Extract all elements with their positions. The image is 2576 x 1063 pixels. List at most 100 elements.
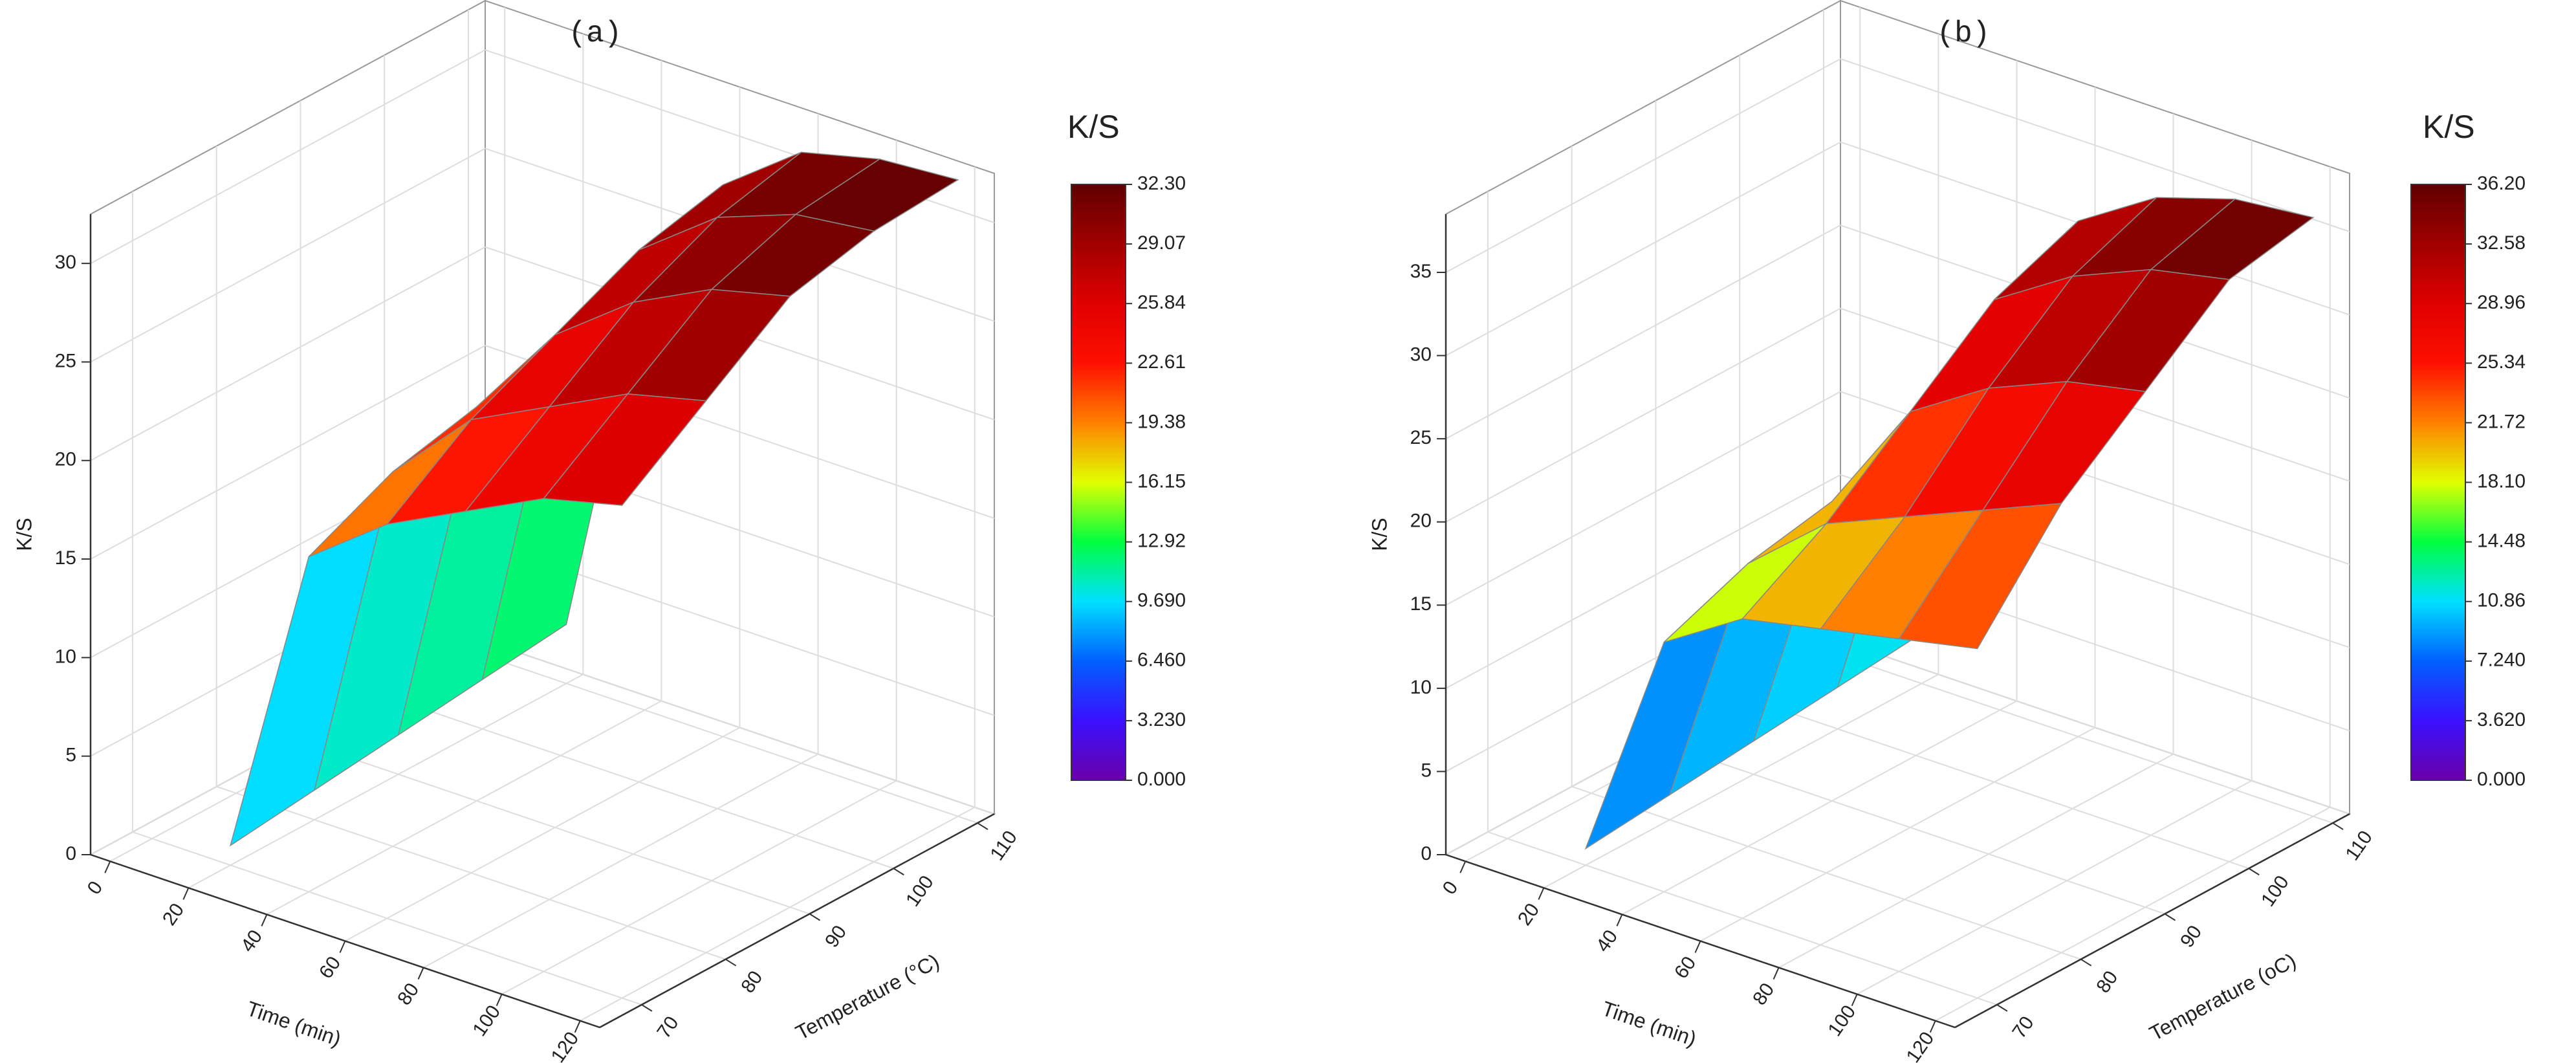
- grid-line: [90, 148, 486, 363]
- colorbar-tick-label: 12.92: [1137, 531, 1186, 552]
- y-tick-label: 90: [821, 921, 851, 951]
- colorbar-tick-label: 10.86: [2477, 590, 2526, 611]
- x-tick: [1694, 941, 1701, 953]
- grid-line: [1621, 700, 2017, 915]
- z-tick-label: 0: [65, 843, 76, 864]
- y-tick-label: 80: [2092, 967, 2122, 997]
- grid-line: [485, 641, 995, 815]
- grid-line: [1445, 307, 1841, 523]
- x-tick-label: 60: [315, 952, 345, 982]
- x-tick: [1616, 914, 1623, 926]
- colorbar-tick-label: 14.48: [2477, 531, 2526, 552]
- axis-line: [1954, 813, 2350, 1029]
- colorbar-tick-label: 0.000: [2477, 769, 2526, 790]
- z-tick-label: 25: [1410, 427, 1432, 448]
- colorbar-title: K/S: [2423, 109, 2475, 145]
- colorbar-tick-label: 3.230: [1137, 709, 1186, 730]
- grid-line: [345, 727, 740, 942]
- z-tick-label: 0: [1421, 843, 1432, 864]
- grid-line: [1840, 58, 2350, 232]
- y-tick-label: 90: [2176, 921, 2206, 951]
- x-tick: [261, 914, 268, 926]
- x-tick-label: 80: [1749, 980, 1778, 1009]
- x-tick: [1459, 860, 1467, 873]
- grid-line: [580, 806, 976, 1022]
- x-tick: [1929, 1020, 1936, 1033]
- x-tick-label: 60: [1670, 952, 1700, 982]
- y-tick: [893, 868, 904, 876]
- colorbar-tick-label: 7.240: [2477, 650, 2526, 671]
- y-tick: [2332, 822, 2344, 830]
- x-tick-label: 20: [158, 899, 188, 929]
- z-tick-label: 10: [1410, 677, 1432, 698]
- y-tick-label: 70: [2009, 1013, 2038, 1042]
- grid-line: [501, 780, 897, 995]
- colorbar-tick-label: 29.07: [1137, 232, 1186, 254]
- y-tick: [1996, 1004, 2008, 1012]
- x-tick: [496, 994, 503, 1007]
- grid-line: [1571, 785, 2082, 960]
- colorbar-tick-label: 3.620: [2477, 709, 2526, 730]
- z-tick-label: 25: [55, 350, 76, 371]
- y-tick-label: 110: [2342, 827, 2377, 864]
- grid-line: [468, 650, 978, 824]
- colorbar-tick-label: 0.000: [1137, 769, 1186, 790]
- y-tick-label: 100: [902, 871, 938, 910]
- x-tick-label: 100: [1824, 1002, 1860, 1040]
- z-tick-label: 5: [65, 745, 76, 766]
- surface: [1584, 197, 2315, 850]
- y-tick: [641, 1004, 653, 1012]
- grid-line: [1487, 831, 1998, 1005]
- z-tick-label: 35: [1410, 261, 1432, 282]
- grid-line: [1778, 753, 2174, 969]
- colorbar-tick-label: 9.690: [1137, 590, 1186, 611]
- colorbar-tick-label: 6.460: [1137, 650, 1186, 671]
- grid-line: [384, 695, 894, 870]
- colorbar: [1071, 184, 1126, 781]
- colorbar-tick-label: 36.20: [2477, 173, 2526, 194]
- colorbar-tick-label: 32.58: [2477, 232, 2526, 254]
- colorbar: [2410, 184, 2466, 781]
- grid-line: [216, 785, 726, 960]
- x-tick-label: 0: [1439, 877, 1463, 899]
- colorbar-tick-label: 25.34: [2477, 351, 2526, 373]
- chart-title: (a): [569, 17, 622, 50]
- chart-title: (b): [1937, 17, 1991, 50]
- colorbar-tick-label: 32.30: [1137, 173, 1186, 194]
- colorbar-title: K/S: [1067, 109, 1120, 145]
- z-tick-label: 30: [55, 252, 76, 273]
- grid-line: [266, 700, 662, 915]
- x-tick: [1773, 967, 1780, 980]
- colorbar-tick-label: 21.72: [2477, 411, 2526, 432]
- y-tick-label: 70: [653, 1013, 683, 1042]
- x-tick: [574, 1020, 581, 1033]
- z-tick-label: 5: [1421, 760, 1432, 781]
- colorbar-tick-label: 18.10: [2477, 470, 2526, 492]
- y-tick: [977, 822, 988, 830]
- x-tick-label: 120: [1903, 1028, 1939, 1063]
- x-tick: [104, 860, 111, 873]
- y-tick: [2248, 868, 2260, 876]
- grid-line: [300, 740, 810, 915]
- axis-line: [1445, 853, 1956, 1029]
- grid-line: [1655, 740, 2165, 915]
- x-tick: [182, 887, 190, 900]
- grid-line: [1445, 391, 1841, 606]
- x-axis-label: Time (min): [244, 996, 344, 1050]
- z-tick-label: 15: [1410, 593, 1432, 615]
- axis-line: [90, 853, 600, 1029]
- surface-patch: [543, 393, 707, 506]
- y-axis-label: Temperature (oC): [2146, 948, 2300, 1046]
- surface-chart: 0 20 40 60 80 100 120 70 80 90 100 110 0 5 10 15 20 25 30 T…: [12, 0, 1186, 1063]
- grid-line: [1840, 641, 2350, 815]
- colorbar-tick-label: 28.96: [2477, 292, 2526, 313]
- x-tick-label: 40: [237, 926, 267, 956]
- x-tick-label: 40: [1592, 926, 1622, 956]
- y-tick: [809, 913, 820, 921]
- axis-line: [599, 813, 995, 1029]
- grid-line: [188, 674, 584, 889]
- colorbar-tick-label: 25.84: [1137, 292, 1186, 313]
- colorbar-tick-label: 19.38: [1137, 411, 1186, 432]
- surface-patch: [1898, 503, 2062, 650]
